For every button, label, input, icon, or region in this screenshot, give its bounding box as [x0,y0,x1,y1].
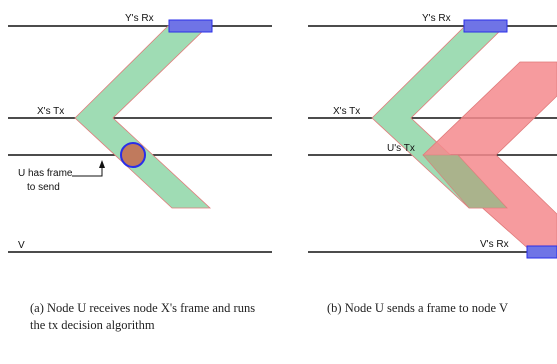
b-y-rx-box [463,19,508,33]
panel-a: Y's Rx X's Tx U has frame to send V [8,13,272,253]
decision-point-circle [120,142,146,168]
label-a-v: V [18,240,25,251]
label-b-x-tx: X's Tx [333,106,360,117]
u-frame-arrowhead [99,160,105,168]
b-v-rx-box [526,245,557,259]
u-frame-arrow [72,166,103,177]
label-a-y-rx: Y's Rx [125,13,154,24]
label-a-u-has-frame-2: to send [27,182,60,193]
caption-panel-a: (a) Node U receives node X's frame and r… [30,301,256,332]
label-a-u-has-frame-1: U has frame [18,168,73,179]
y-rx-box [168,19,213,33]
label-b-y-rx: Y's Rx [422,13,451,24]
x-transmission-chevron [74,25,212,209]
label-b-u-tx: U's Tx [387,143,415,154]
panel-b: Y's Rx X's Tx U's Tx V's Rx [308,13,557,259]
caption-panel-b: (b) Node U sends a frame to node V [327,301,508,315]
b-overlap-region [422,154,508,209]
label-b-v-rx: V's Rx [480,239,509,250]
label-a-x-tx: X's Tx [37,106,64,117]
